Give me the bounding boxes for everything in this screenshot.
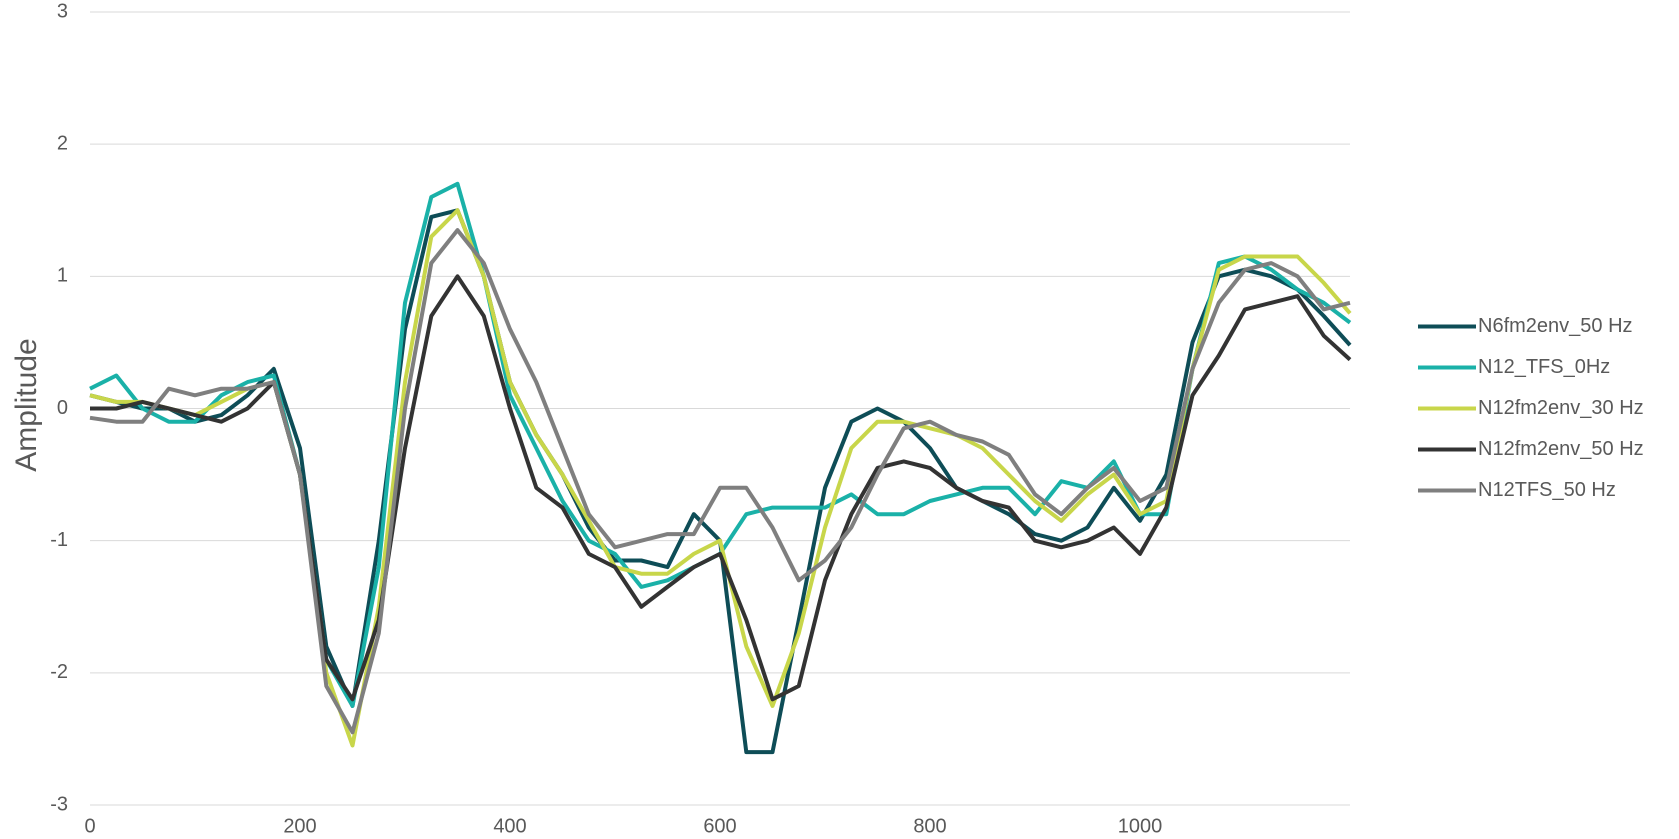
- legend-label: N12fm2env_50 Hz: [1478, 438, 1644, 460]
- x-tick-label: 800: [913, 815, 946, 837]
- y-tick-label: -3: [50, 793, 68, 815]
- series-line: [89, 181, 1352, 708]
- x-tick-label: 1000: [1118, 815, 1163, 837]
- y-tick-label: -2: [50, 661, 68, 683]
- series-line: [89, 228, 1351, 735]
- y-tick-label: 2: [57, 132, 68, 154]
- legend-label: N12TFS_50 Hz: [1478, 479, 1616, 501]
- y-axis-title: Amplitude: [10, 338, 43, 471]
- y-tick-label: -1: [50, 529, 68, 551]
- series-line: [89, 208, 1352, 748]
- x-tick-label: 0: [84, 815, 95, 837]
- x-tick-label: 200: [283, 815, 316, 837]
- legend-label: N6fm2env_50 Hz: [1478, 315, 1633, 337]
- x-tick-label: 400: [493, 815, 526, 837]
- series-line: [89, 208, 1352, 755]
- y-tick-label: 1: [57, 265, 68, 287]
- legend-label: N12_TFS_0Hz: [1478, 356, 1610, 378]
- y-tick-label: 3: [57, 0, 68, 22]
- x-tick-label: 600: [703, 815, 736, 837]
- y-tick-label: 0: [57, 397, 68, 419]
- legend-label: N12fm2env_30 Hz: [1478, 397, 1644, 419]
